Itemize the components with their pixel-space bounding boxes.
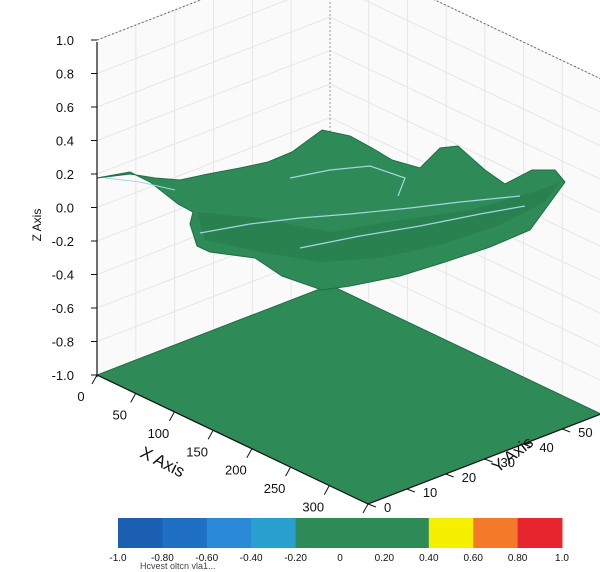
z-tick-label: -0.4 — [52, 268, 74, 283]
caption: Hcvest oltcn vla1... — [140, 561, 216, 571]
y-tick-mark — [562, 429, 570, 432]
colorbar-segment — [518, 518, 563, 548]
z-tick-label: -0.6 — [52, 301, 74, 316]
x-tick-label: 100 — [148, 426, 170, 441]
colorbar-tick-label: -0.20 — [284, 553, 307, 564]
colorbar-tick-label: 0.80 — [508, 553, 528, 564]
colorbar-segment — [118, 518, 163, 548]
colorbar-segment — [429, 518, 474, 548]
x-tick-label: 250 — [264, 481, 286, 496]
z-tick-label: 0.2 — [56, 167, 74, 182]
x-tick-mark — [131, 393, 136, 402]
colorbar-tick-label: -0.40 — [240, 553, 263, 564]
z-axis-label: Z Axis — [30, 209, 44, 242]
colorbar-segment — [340, 518, 385, 548]
colorbar-segment — [296, 518, 341, 548]
colorbar-tick-label: 0.20 — [375, 553, 395, 564]
colorbar-tick-label: -1.0 — [109, 553, 127, 564]
y-tick-mark — [407, 489, 415, 492]
z-tick-label: -0.2 — [52, 234, 74, 249]
colorbar-tick-label: 0.60 — [463, 553, 483, 564]
y-tick-label: 50 — [578, 425, 592, 440]
colorbar-segment — [251, 518, 296, 548]
y-tick-mark — [368, 504, 376, 507]
y-tick-label: 20 — [462, 470, 476, 485]
colorbar-tick-label: 0.40 — [419, 553, 439, 564]
x-tick-mark — [208, 430, 213, 439]
y-tick-label: 10 — [423, 485, 437, 500]
x-axis-label: X Axis — [137, 443, 188, 481]
x-tick-mark — [324, 486, 329, 495]
x-tick-label: 200 — [225, 463, 247, 478]
z-tick-label: 0.6 — [56, 100, 74, 115]
colorbar-segment — [473, 518, 518, 548]
colorbar-segment — [207, 518, 252, 548]
x-tick-label: 50 — [112, 407, 126, 422]
x-tick-label: 300 — [302, 500, 324, 515]
z-tick-label: 0.8 — [56, 67, 74, 82]
y-tick-label: 40 — [539, 440, 553, 455]
x-tick-mark — [92, 375, 97, 384]
x-tick-mark — [169, 412, 174, 421]
x-tick-label: 0 — [77, 389, 84, 404]
z-tick-label: 0.0 — [56, 201, 74, 216]
z-tick-label: 0.4 — [56, 134, 74, 149]
colorbar-segment — [384, 518, 429, 548]
colorbar-tick-label: 1.0 — [555, 553, 569, 564]
y-tick-mark — [446, 474, 454, 477]
colorbar-segment — [162, 518, 207, 548]
z-tick-label: -1.0 — [52, 368, 74, 383]
x-tick-mark — [363, 504, 368, 513]
x-tick-mark — [286, 467, 291, 476]
z-tick-label: 1.0 — [56, 33, 74, 48]
y-tick-label: 0 — [384, 500, 391, 515]
z-tick-label: -0.8 — [52, 335, 74, 350]
x-tick-mark — [247, 449, 252, 458]
colorbar-tick-label: 0 — [337, 553, 343, 564]
x-tick-label: 150 — [186, 444, 208, 459]
